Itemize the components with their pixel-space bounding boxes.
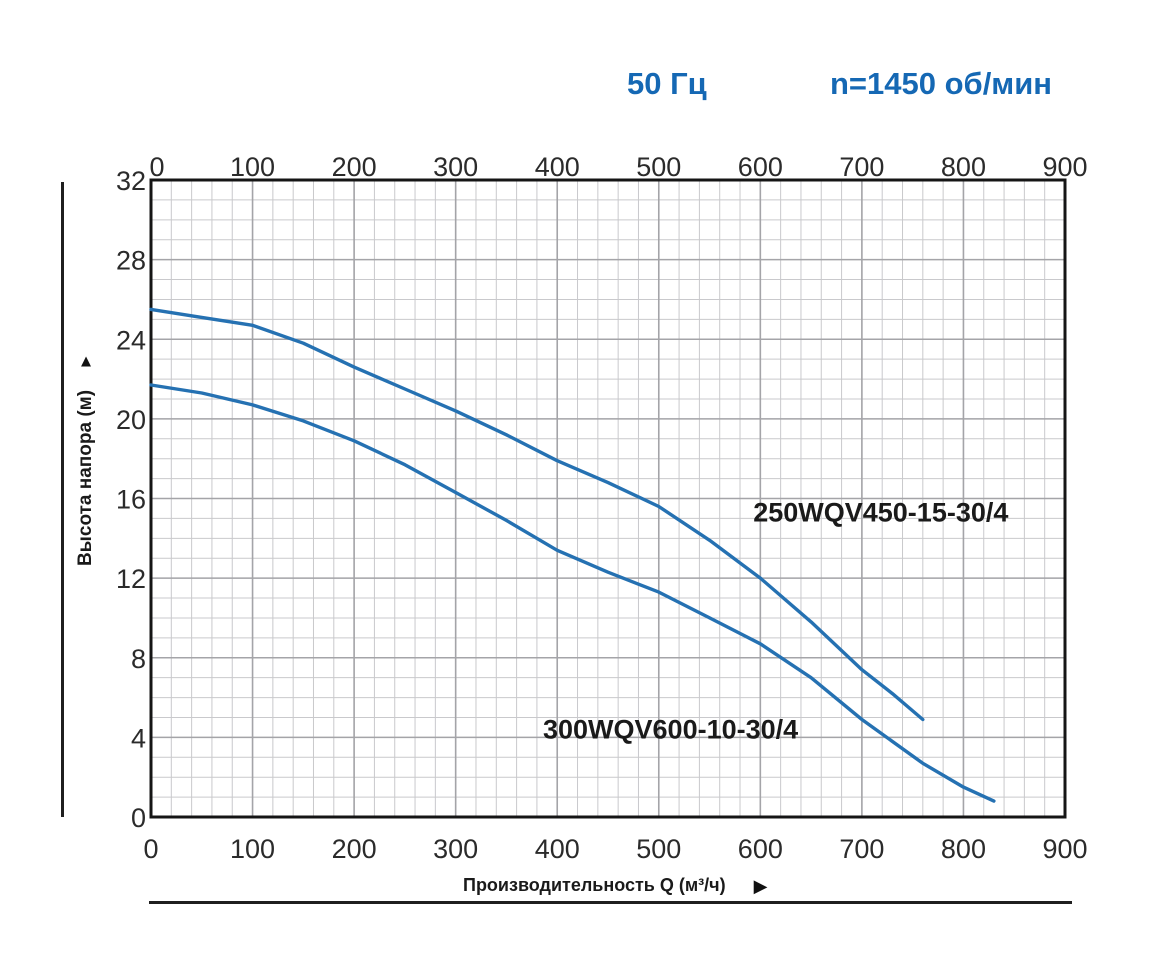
x-tick-label-top: 400 bbox=[535, 152, 580, 182]
y-tick-label: 16 bbox=[116, 485, 146, 515]
x-tick-label-top: 600 bbox=[738, 152, 783, 182]
plot-border bbox=[149, 178, 1067, 819]
frequency-label: 50 Гц bbox=[627, 66, 707, 101]
x-tick-label-bottom: 500 bbox=[636, 834, 681, 864]
up-arrow-icon: ▲ bbox=[77, 351, 95, 371]
x-tick-label-top: 900 bbox=[1042, 152, 1087, 182]
y-tick-label: 20 bbox=[116, 405, 146, 435]
x-tick-label-top: 300 bbox=[433, 152, 478, 182]
x-tick-label-top: 200 bbox=[332, 152, 377, 182]
y-tick-label: 12 bbox=[116, 564, 146, 594]
pump-curve bbox=[149, 307, 925, 722]
right-arrow-icon: ▶ bbox=[753, 875, 768, 896]
x-tick-label-bottom: 900 bbox=[1042, 834, 1087, 864]
x-tick-label-bottom: 400 bbox=[535, 834, 580, 864]
left-border-rule bbox=[61, 182, 64, 817]
y-tick-label: 0 bbox=[131, 803, 146, 833]
x-tick-label-bottom: 100 bbox=[230, 834, 275, 864]
x-tick-label-top: 700 bbox=[839, 152, 884, 182]
x-tick-label-bottom: 300 bbox=[433, 834, 478, 864]
y-tick-label: 32 bbox=[116, 166, 146, 196]
x-tick-label-bottom: 600 bbox=[738, 834, 783, 864]
x-tick-label-top: 0 bbox=[149, 152, 164, 182]
y-tick-label: 4 bbox=[131, 723, 146, 753]
x-tick-label-bottom: 200 bbox=[332, 834, 377, 864]
bottom-border-rule bbox=[149, 901, 1072, 904]
x-tick-label-top: 800 bbox=[941, 152, 986, 182]
curve-label: 300WQV600-10-30/4 bbox=[543, 714, 798, 744]
x-axis-title: Производительность Q (м³/ч) bbox=[463, 875, 726, 895]
rotation-speed-label: n=1450 об/мин bbox=[830, 66, 1053, 101]
x-axis-title-row: Производительность Q (м³/ч) ▶ bbox=[463, 875, 767, 896]
x-tick-label-top: 100 bbox=[230, 152, 275, 182]
x-tick-label-top: 500 bbox=[636, 152, 681, 182]
y-tick-label: 24 bbox=[116, 325, 146, 355]
x-tick-label-bottom: 800 bbox=[941, 834, 986, 864]
x-tick-label-bottom: 0 bbox=[143, 834, 158, 864]
y-tick-label: 8 bbox=[131, 644, 146, 674]
curve-label: 250WQV450-15-30/4 bbox=[753, 497, 1008, 527]
y-tick-label: 28 bbox=[116, 246, 146, 276]
pump-curve bbox=[149, 383, 996, 803]
x-tick-label-bottom: 700 bbox=[839, 834, 884, 864]
y-axis-title: Высота напора (м) bbox=[75, 389, 96, 567]
